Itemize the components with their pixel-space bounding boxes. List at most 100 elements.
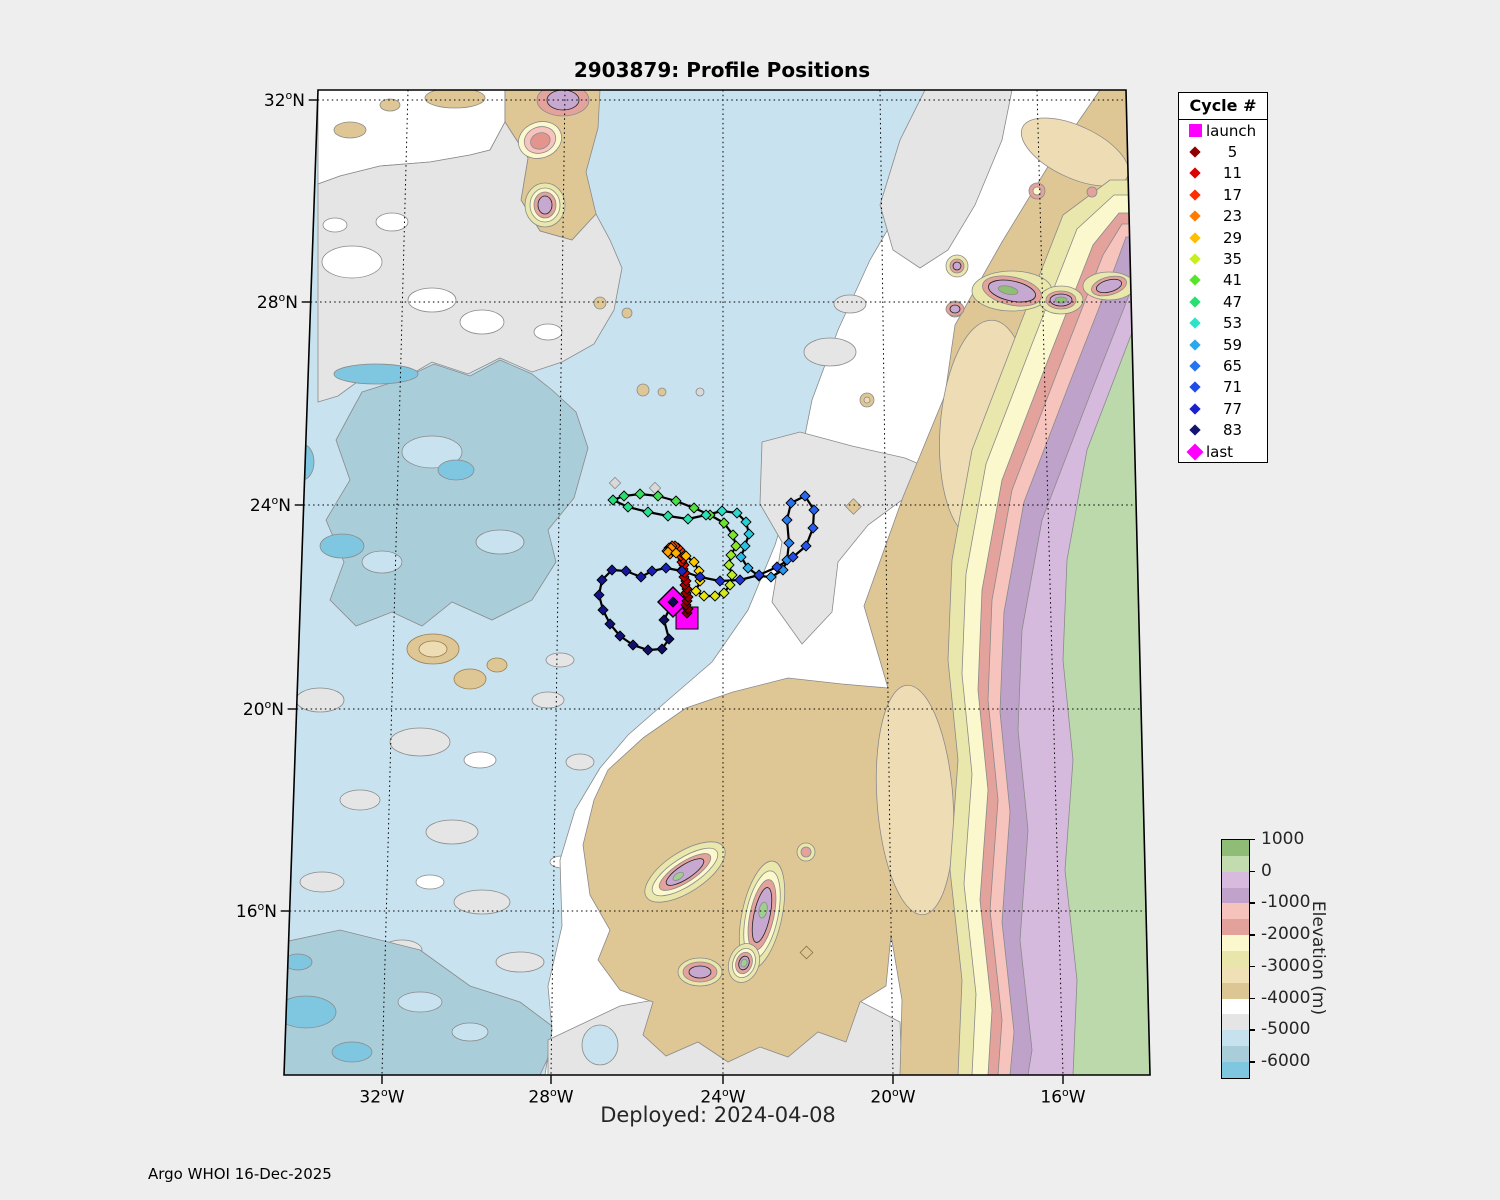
legend-entry: 41 bbox=[1179, 270, 1267, 291]
cycle-marker bbox=[606, 564, 618, 576]
legend-entry-label: 83 bbox=[1222, 421, 1243, 440]
legend-entry-label: 23 bbox=[1222, 207, 1243, 226]
cycle-marker-icon bbox=[1186, 274, 1204, 287]
legend-entry-label: launch bbox=[1206, 121, 1257, 140]
cycle-marker bbox=[739, 540, 751, 552]
cycle-marker bbox=[620, 565, 632, 577]
cycle-marker bbox=[682, 513, 694, 525]
legend-rows: launch 5 11 17 23 29 35 41 47 53 59 65 71 77 83 last bbox=[1179, 120, 1267, 462]
legend-entry: 77 bbox=[1179, 398, 1267, 419]
cycle-marker-icon bbox=[1186, 360, 1204, 372]
map-frame bbox=[280, 89, 1151, 1084]
cycle-marker bbox=[700, 509, 712, 521]
cycle-marker bbox=[652, 490, 664, 502]
cycle-marker bbox=[656, 643, 668, 655]
cycle-marker bbox=[731, 507, 743, 519]
legend-entry-label: 65 bbox=[1222, 356, 1243, 375]
cycle-marker-icon bbox=[1186, 146, 1204, 158]
cycle-marker-icon bbox=[1186, 381, 1204, 394]
legend-entry-label: 5 bbox=[1227, 143, 1238, 162]
colorbar-tick bbox=[1249, 1029, 1255, 1031]
legend-entry-label: 47 bbox=[1222, 292, 1243, 311]
cycle-marker bbox=[787, 551, 799, 563]
cycle-marker bbox=[716, 505, 728, 517]
cycle-marker-icon bbox=[1186, 338, 1204, 351]
graticule-gridlines bbox=[289, 89, 1146, 1076]
legend-entry-label: 11 bbox=[1222, 164, 1243, 183]
legend-entry: 29 bbox=[1179, 227, 1267, 248]
cycle-marker bbox=[783, 537, 795, 549]
launch-marker-icon bbox=[1186, 124, 1204, 138]
cycle-marker bbox=[743, 528, 755, 540]
cycle-marker bbox=[680, 550, 692, 562]
cycle-marker bbox=[635, 571, 647, 583]
legend-entry: 71 bbox=[1179, 377, 1267, 398]
legend-entry-label: 41 bbox=[1222, 271, 1243, 290]
legend-entry-label: 77 bbox=[1222, 399, 1243, 418]
cycle-marker-icon bbox=[1186, 317, 1204, 329]
colorbar-tick-label: -3000 bbox=[1261, 955, 1311, 976]
colorbar-tick-label: -1000 bbox=[1261, 892, 1311, 913]
colorbar-tick-label: 0 bbox=[1261, 860, 1272, 881]
cycle-marker bbox=[718, 587, 730, 599]
cycle-marker bbox=[730, 540, 742, 552]
cycle-marker bbox=[618, 490, 630, 502]
cycle-marker-icon bbox=[1186, 403, 1204, 415]
cycle-marker bbox=[753, 569, 765, 581]
cycle-marker bbox=[688, 556, 700, 568]
cycle-marker bbox=[646, 565, 658, 577]
legend-entry: 5 bbox=[1179, 141, 1267, 162]
colorbar-tick bbox=[1249, 839, 1255, 841]
legend-entry-label: 59 bbox=[1222, 335, 1243, 354]
cycle-marker bbox=[735, 551, 747, 563]
legend-title: Cycle # bbox=[1179, 93, 1267, 120]
cycle-marker bbox=[662, 546, 674, 558]
cycle-marker-icon bbox=[1186, 443, 1204, 461]
x-tick-label: 16oW bbox=[1040, 1086, 1086, 1108]
cycle-marker-icon bbox=[1186, 189, 1204, 201]
colorbar-tick-label: -5000 bbox=[1261, 1019, 1311, 1040]
cycle-marker-icon bbox=[1186, 424, 1204, 436]
cycle-marker bbox=[807, 522, 819, 534]
watermark-text: Argo WHOI 16-Dec-2025 bbox=[148, 1165, 332, 1183]
cycle-marker bbox=[781, 514, 793, 526]
cycle-marker bbox=[709, 590, 721, 602]
cycle-marker bbox=[718, 517, 730, 529]
y-tick-label: 24oN bbox=[249, 494, 291, 516]
cycle-marker bbox=[724, 579, 736, 591]
x-tick-label: 32oW bbox=[359, 1086, 405, 1108]
cycle-marker bbox=[688, 502, 700, 514]
colorbar-tick-label: -2000 bbox=[1261, 924, 1311, 945]
legend-entry: 11 bbox=[1179, 163, 1267, 184]
legend-entry-label: 29 bbox=[1222, 228, 1243, 247]
float-trajectory bbox=[593, 488, 820, 656]
legend-entry-label: last bbox=[1206, 442, 1234, 461]
cycle-marker bbox=[723, 559, 735, 571]
y-tick-label: 20oN bbox=[242, 698, 284, 720]
cycle-marker bbox=[726, 569, 738, 581]
legend-entry: 23 bbox=[1179, 206, 1267, 227]
legend-entry: last bbox=[1179, 441, 1267, 462]
cycle-marker bbox=[663, 633, 675, 645]
cycle-marker bbox=[690, 585, 702, 597]
x-tick-label: 24oW bbox=[700, 1086, 746, 1108]
x-tick-label: 28oW bbox=[528, 1086, 574, 1108]
legend-entry: 35 bbox=[1179, 248, 1267, 269]
cycle-marker bbox=[771, 561, 783, 573]
legend-entry-label: 53 bbox=[1222, 314, 1243, 333]
cycle-marker bbox=[662, 510, 674, 522]
cycle-marker bbox=[622, 501, 634, 513]
cycle-marker bbox=[607, 494, 619, 506]
cycle-marker bbox=[740, 516, 752, 528]
cycle-marker bbox=[676, 565, 688, 577]
cycle-marker bbox=[694, 571, 706, 583]
cycle-marker bbox=[596, 574, 608, 586]
cycle-marker-icon bbox=[1186, 210, 1204, 222]
cycle-marker bbox=[714, 575, 726, 587]
plot-title: 2903879: Profile Positions bbox=[573, 58, 871, 82]
colorbar-bands bbox=[1221, 839, 1250, 1079]
cycle-marker bbox=[593, 589, 605, 601]
cycle-marker bbox=[667, 596, 679, 608]
cycle-marker bbox=[614, 630, 626, 642]
